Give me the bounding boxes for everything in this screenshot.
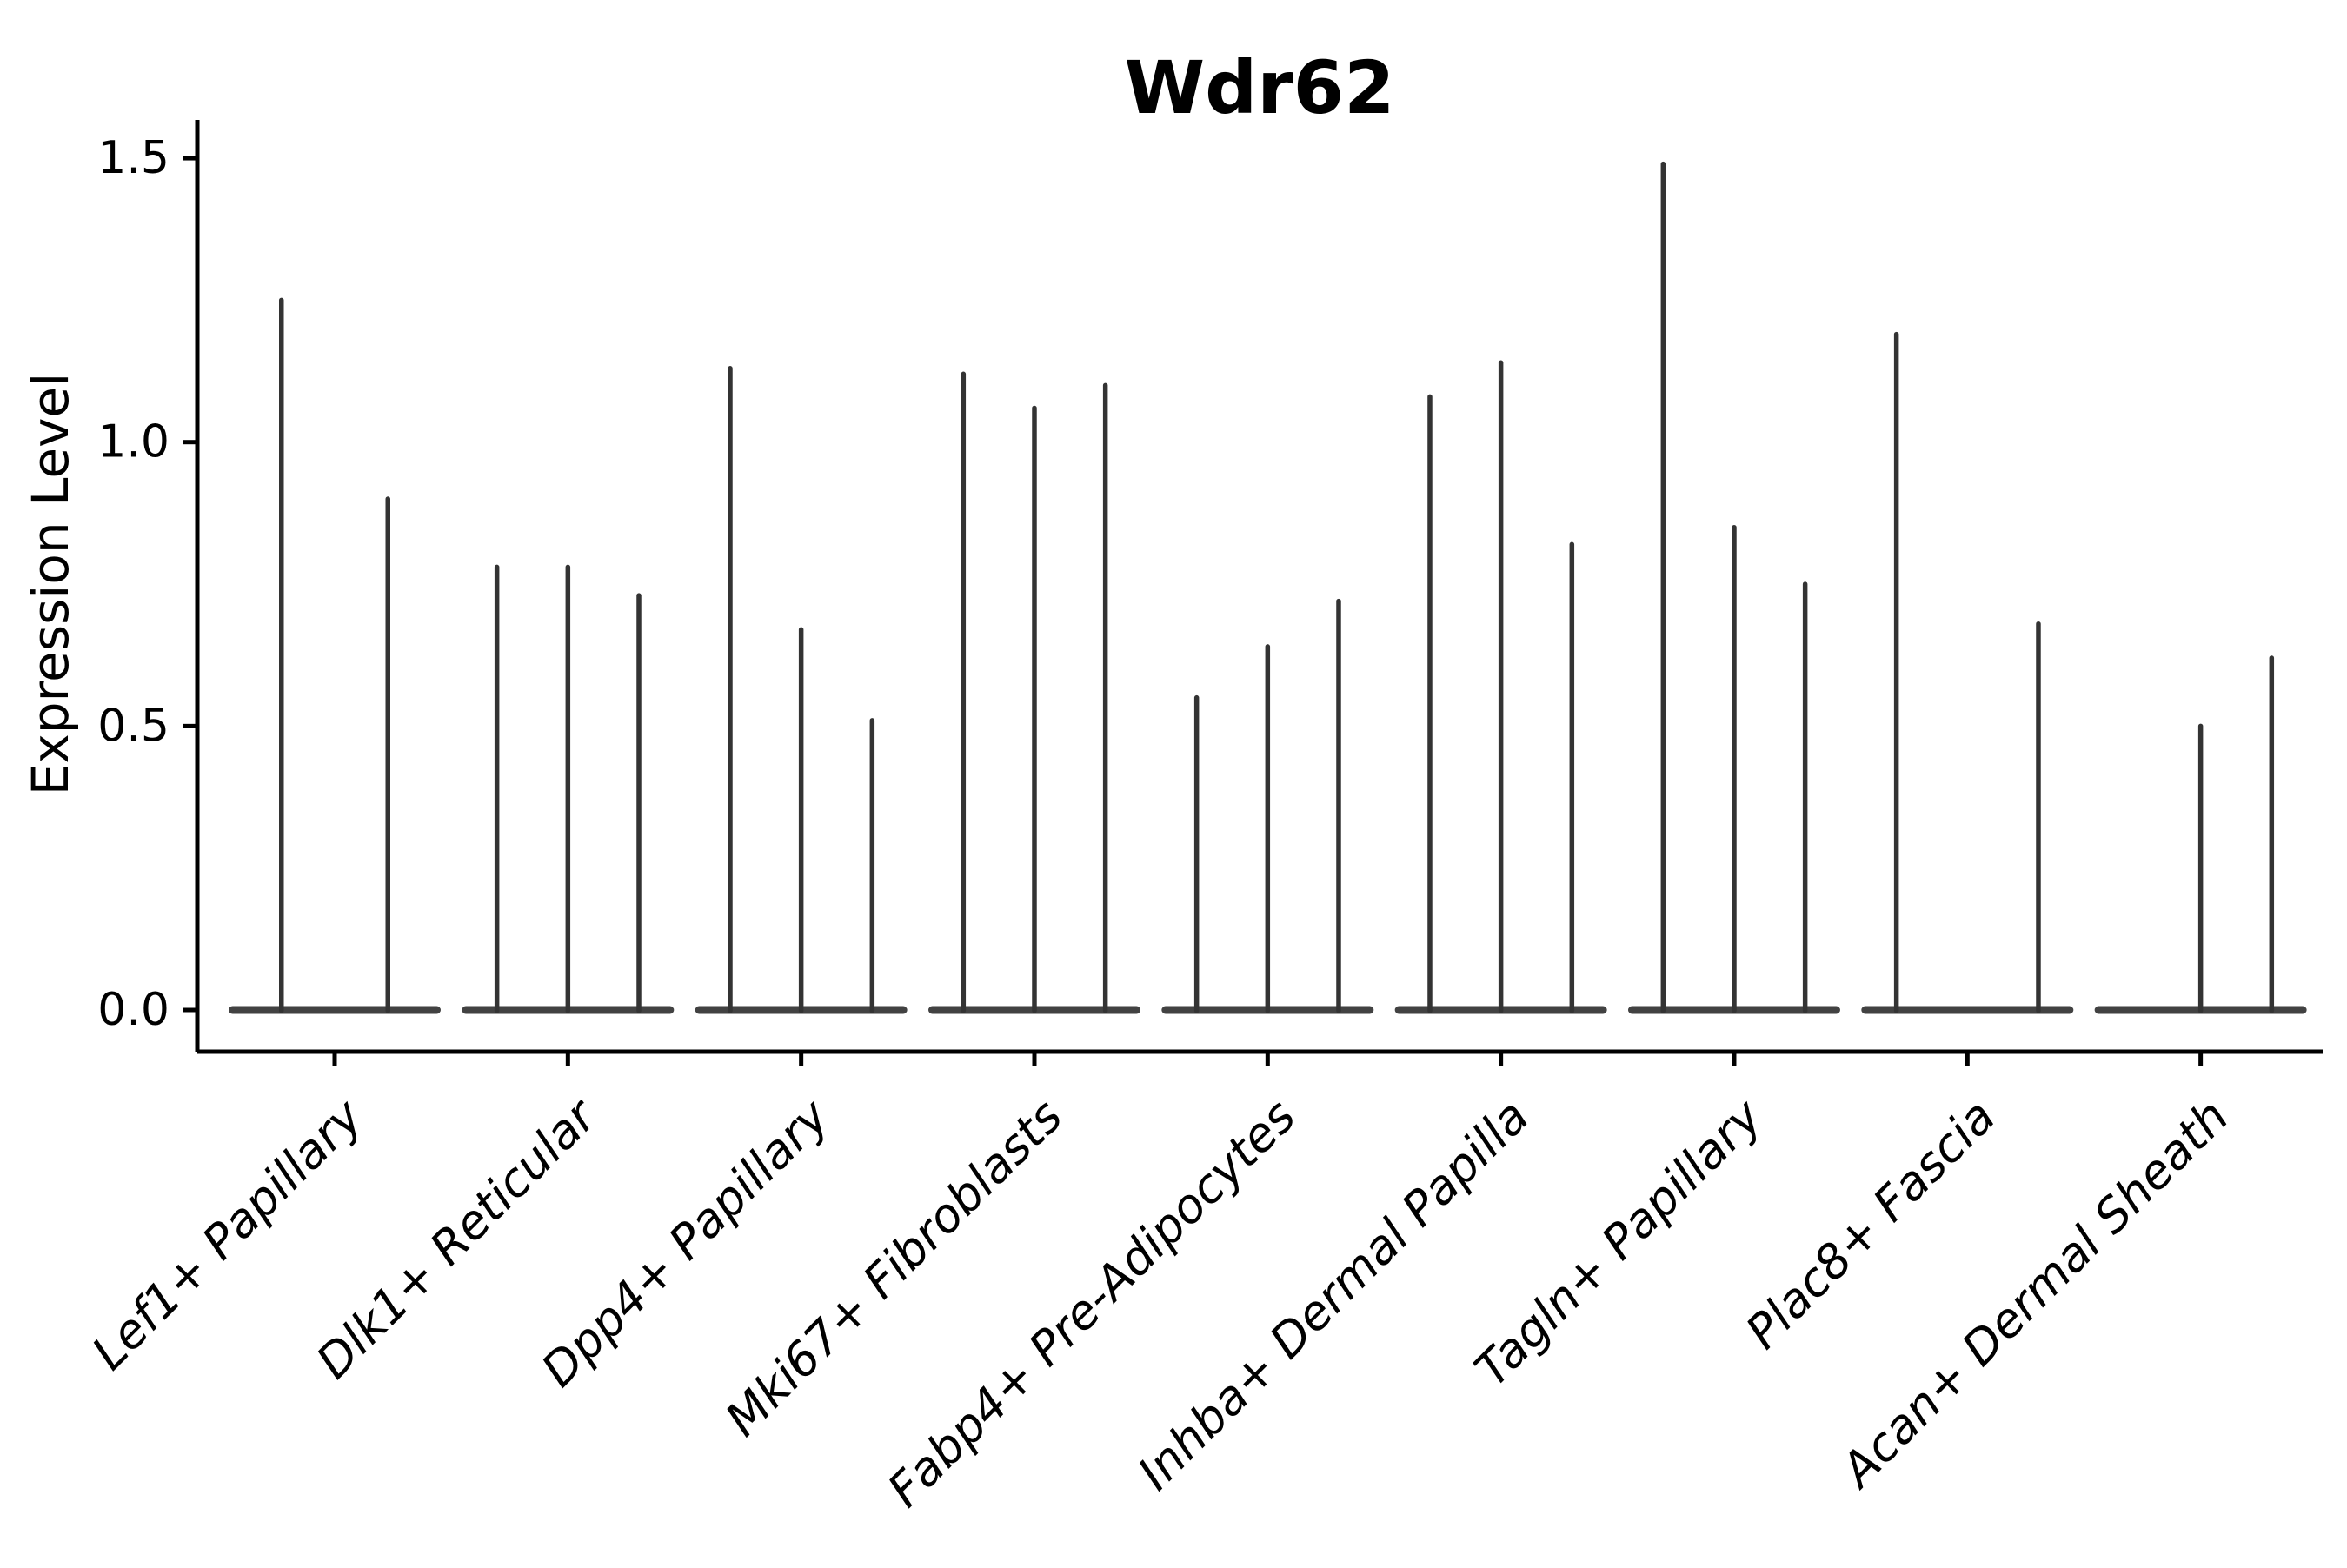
violin-group bbox=[927, 371, 1140, 1014]
violin-group bbox=[695, 366, 908, 1014]
violin-group bbox=[2094, 655, 2307, 1014]
y-tick-label: 1.5 bbox=[97, 132, 170, 184]
y-axis-ticks: 0.0 0.5 1.0 1.5 bbox=[97, 132, 197, 1036]
y-tick-label: 0.0 bbox=[97, 984, 170, 1036]
violin-group bbox=[1861, 331, 2074, 1014]
y-axis-label: Expression Level bbox=[21, 373, 80, 795]
chart-title: Wdr62 bbox=[1124, 45, 1394, 130]
x-tick-label: Fabp4+ Pre-Adipocytes bbox=[877, 1089, 1306, 1518]
x-tick-label: Inhba+ Dermal Papilla bbox=[1127, 1089, 1539, 1501]
violin-group bbox=[462, 564, 675, 1014]
x-tick-label: Plac8+ Fascia bbox=[1735, 1089, 2005, 1359]
violin-group bbox=[229, 297, 441, 1014]
violin-group bbox=[1161, 598, 1374, 1014]
y-tick-label: 1.0 bbox=[97, 416, 170, 468]
x-tick-label: Acan+ Dermal Sheath bbox=[1829, 1089, 2239, 1499]
violin-group bbox=[1627, 161, 1840, 1014]
violins-layer bbox=[229, 161, 2307, 1014]
y-tick-label: 0.5 bbox=[97, 700, 170, 752]
violin-group bbox=[1394, 360, 1607, 1014]
